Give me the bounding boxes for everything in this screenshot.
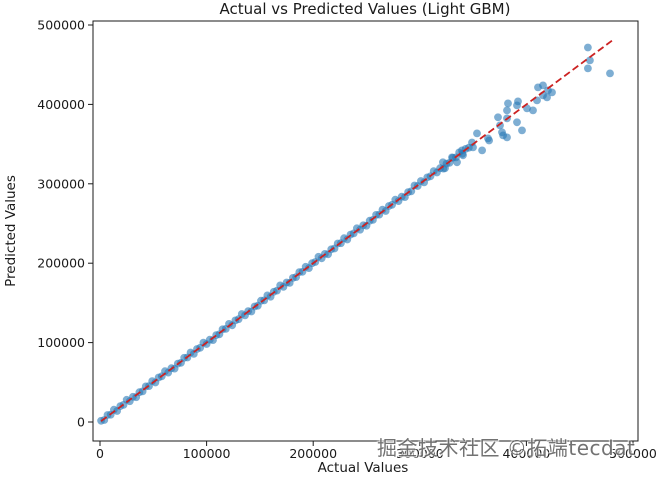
y-tick-label: 100000 xyxy=(37,335,85,350)
y-tick-label: 200000 xyxy=(37,256,85,271)
scatter-point xyxy=(441,164,449,173)
scatter-point xyxy=(584,43,592,52)
scatter-point xyxy=(494,113,502,122)
scatter-point xyxy=(469,143,477,152)
scatter-point xyxy=(586,56,594,65)
scatter-point xyxy=(518,126,526,135)
scatter-point xyxy=(606,69,614,78)
scatter-point xyxy=(453,158,461,167)
y-axis-label: Predicted Values xyxy=(3,175,19,287)
scatter-point xyxy=(459,151,467,160)
scatter-point xyxy=(539,81,547,90)
plot-area-border xyxy=(92,20,639,442)
scatter-point xyxy=(529,106,537,115)
scatter-point xyxy=(448,153,456,162)
scatter-point xyxy=(478,146,486,155)
chart-title: Actual vs Predicted Values (Light GBM) xyxy=(220,0,511,18)
scatter-point xyxy=(543,93,551,102)
scatter-point xyxy=(439,158,447,167)
y-tick-label: 500000 xyxy=(37,18,85,33)
x-tick-label: 400000 xyxy=(503,446,551,461)
scatter-point xyxy=(514,97,522,106)
y-tick-label: 400000 xyxy=(37,97,85,112)
x-tick-label: 0 xyxy=(96,446,104,461)
x-tick-label: 300000 xyxy=(396,446,444,461)
identity-reference-line xyxy=(100,39,614,422)
scatter-point xyxy=(513,118,521,127)
scatter-point xyxy=(473,129,481,138)
x-axis-ticks: 0 100000 200000 300000 400000 500000 xyxy=(96,441,657,461)
scatter-point xyxy=(584,64,592,73)
y-tick-label: 300000 xyxy=(37,176,85,191)
scatter-point xyxy=(503,133,511,142)
scatter-point xyxy=(503,106,511,115)
x-tick-label: 200000 xyxy=(289,446,337,461)
scatter-point xyxy=(485,136,493,145)
y-axis-ticks: 0 100000 200000 300000 400000 500000 xyxy=(37,18,93,430)
scatter-point xyxy=(548,88,556,97)
x-axis-label: Actual Values xyxy=(318,460,409,476)
watermark: 掘金技术社区 ©拓端tecdat xyxy=(377,436,636,460)
y-tick-label: 0 xyxy=(77,415,85,430)
x-tick-label: 500000 xyxy=(609,446,657,461)
x-tick-label: 100000 xyxy=(183,446,231,461)
scatter-point xyxy=(504,99,512,108)
